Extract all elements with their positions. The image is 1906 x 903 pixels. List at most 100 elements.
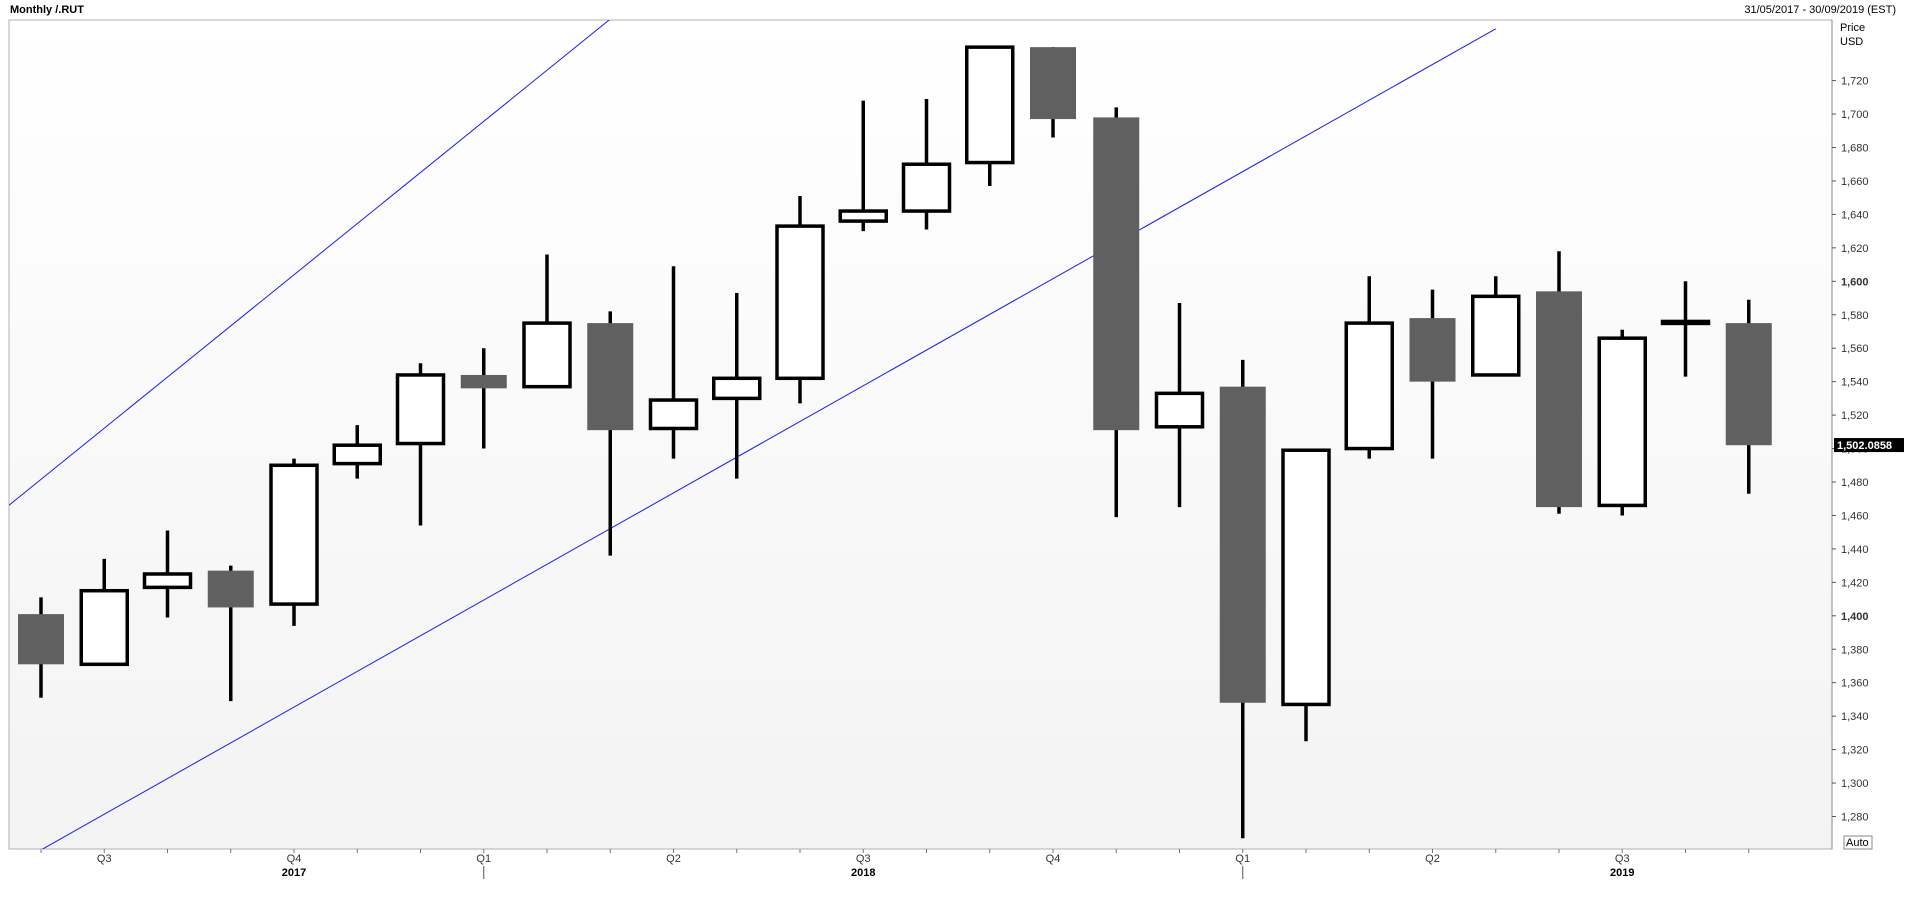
x-quarter-label: Q2	[1425, 853, 1440, 865]
candle-body-up	[79, 588, 129, 667]
x-quarter-label: Q3	[1615, 853, 1630, 865]
y-tick-label: 1,460	[1841, 510, 1869, 522]
y-tick-label: 1,660	[1841, 176, 1869, 188]
y-tick-label: 1,600	[1841, 276, 1869, 288]
chart-title: Monthly /.RUT	[10, 4, 84, 16]
y-tick-label: 1,340	[1841, 711, 1869, 723]
candle-body-down	[1725, 323, 1772, 446]
date-range: 31/05/2017 - 30/09/2019 (EST)	[1744, 4, 1896, 16]
candle-body-up	[901, 162, 952, 213]
x-quarter-label: Q4	[1046, 853, 1061, 865]
candle-body-up	[1154, 391, 1205, 429]
candle-body-down	[587, 323, 634, 431]
plot-area	[8, 19, 1833, 850]
y-tick-label: 1,320	[1841, 745, 1869, 757]
y-tick-label: 1,480	[1841, 477, 1869, 489]
y-tick-label: 1,520	[1841, 410, 1869, 422]
candle-body-up	[1344, 321, 1394, 451]
y-axis: Price USD 1,280 1,300 1,320 1,340 1,360 1,380…	[1831, 20, 1904, 849]
candle-body-up	[775, 224, 825, 381]
auto-scale-button[interactable]: Auto	[1843, 835, 1873, 850]
channel-line-upper	[9, 20, 610, 506]
candle-2017-09	[269, 458, 319, 626]
candle-body-up	[1471, 294, 1521, 377]
x-year-label: 2018	[851, 867, 875, 879]
candle-2019-08	[1725, 299, 1772, 494]
candle-2019-01	[1281, 448, 1331, 742]
candle-body-up	[395, 373, 446, 446]
candle-2017-12	[460, 348, 507, 449]
candle-2018-10	[1093, 107, 1140, 518]
x-quarter-label: Q2	[666, 853, 681, 865]
candle-2018-09	[1030, 47, 1076, 138]
candle-2017-10	[332, 425, 382, 479]
candle-2017-05	[18, 597, 64, 698]
x-quarter-label: Q1	[1235, 853, 1250, 865]
y-tick-label: 1,620	[1841, 243, 1869, 255]
channel-line-lower	[41, 28, 1496, 849]
candle-body-up	[712, 376, 762, 401]
x-year-label: 2019	[1610, 867, 1634, 879]
candle-2019-04	[1471, 276, 1521, 377]
candle-body-up	[269, 463, 319, 606]
candle-body-down	[207, 570, 254, 608]
candle-2018-11	[1154, 303, 1205, 508]
y-tick-label: 1,680	[1841, 143, 1869, 155]
candle-body-up	[648, 398, 699, 431]
x-axis: Q3 Q4 Q1 Q2 Q3 Q4 Q1 Q2 Q3 2017 2018 2019	[40, 849, 1750, 879]
x-quarter-label: Q3	[856, 853, 871, 865]
candle-body-down	[460, 374, 507, 389]
y-axis-currency-label: USD	[1840, 36, 1863, 48]
candle-body-up	[1281, 448, 1331, 707]
candle-2018-03	[648, 266, 699, 459]
x-quarter-label: Q1	[476, 853, 491, 865]
candle-body-up	[1660, 319, 1711, 326]
candle-2018-02	[587, 311, 634, 556]
candle-2017-07	[142, 530, 193, 618]
candle-body-down	[1409, 318, 1456, 382]
candle-body-up	[1597, 336, 1647, 508]
y-tick-label: 1,280	[1841, 812, 1869, 824]
candle-body-down	[1093, 117, 1140, 431]
candle-body-up	[838, 209, 888, 223]
candle-2017-06	[79, 558, 129, 667]
y-tick-label: 1,720	[1841, 76, 1869, 88]
y-tick-label: 1,700	[1841, 109, 1869, 121]
y-tick-label: 1,400	[1841, 611, 1869, 623]
candle-2017-08	[207, 565, 254, 702]
y-tick-label: 1,560	[1841, 343, 1869, 355]
auto-scale-label: Auto	[1846, 837, 1869, 849]
candle-body-up	[522, 321, 572, 389]
trend-channel	[9, 20, 1496, 849]
y-tick-label: 1,540	[1841, 377, 1869, 389]
candle-2018-06	[838, 100, 888, 232]
y-axis-price-label: Price	[1840, 22, 1865, 34]
candle-body-up	[965, 45, 1015, 165]
x-year-label: 2017	[282, 867, 306, 879]
x-quarter-label: Q4	[287, 853, 302, 865]
candle-2019-07	[1660, 281, 1711, 377]
y-tick-label: 1,640	[1841, 209, 1869, 221]
y-tick-label: 1,380	[1841, 644, 1869, 656]
candle-body-up	[142, 572, 193, 590]
candle-body-down	[1536, 291, 1582, 508]
candle-2019-05	[1536, 251, 1582, 514]
candle-2019-03	[1409, 289, 1456, 459]
y-tick-label: 1,440	[1841, 544, 1869, 556]
candle-2019-02	[1344, 276, 1394, 459]
y-tick-label: 1,580	[1841, 310, 1869, 322]
y-tick-label: 1,420	[1841, 577, 1869, 589]
candle-2018-08	[965, 45, 1015, 186]
candle-2018-04	[712, 293, 762, 479]
candle-2018-01	[522, 254, 572, 389]
candle-2017-11	[395, 363, 446, 526]
y-tick-label: 1,360	[1841, 678, 1869, 690]
candle-2019-06	[1597, 329, 1647, 516]
last-price-label: 1,502.0858	[1837, 440, 1892, 452]
candle-body-down	[1219, 386, 1266, 703]
x-quarter-label: Q3	[97, 853, 112, 865]
candles	[18, 45, 1772, 839]
y-tick-label: 1,300	[1841, 778, 1869, 790]
